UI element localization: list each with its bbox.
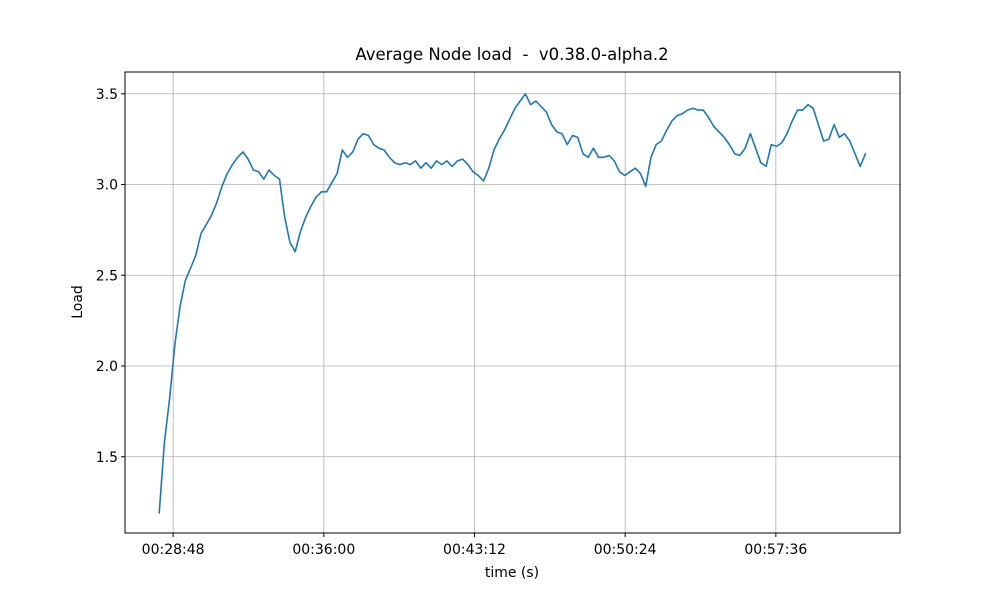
load-line-series bbox=[158, 93, 867, 514]
x-tick-label: 00:50:24 bbox=[594, 542, 657, 558]
y-axis-label: Load bbox=[70, 285, 86, 319]
y-tick-label: 3.5 bbox=[96, 87, 118, 103]
grid-lines bbox=[125, 72, 900, 533]
chart-title: Average Node load - v0.38.0-alpha.2 bbox=[355, 45, 668, 64]
y-tick-label: 2.0 bbox=[96, 359, 118, 375]
x-tick-label: 00:28:48 bbox=[142, 542, 205, 558]
x-tick-label: 00:43:12 bbox=[443, 542, 506, 558]
x-tick-label: 00:57:36 bbox=[744, 542, 807, 558]
x-tick-label: 00:36:00 bbox=[292, 542, 355, 558]
y-tick-label: 1.5 bbox=[96, 450, 118, 466]
x-axis-label: time (s) bbox=[485, 565, 539, 581]
tick-marks-and-labels: 00:28:48 00:36:00 00:43:12 00:50:24 00:57:36… bbox=[96, 87, 808, 558]
load-line bbox=[158, 93, 867, 514]
axes-spines bbox=[124, 71, 901, 534]
y-tick-label: 2.5 bbox=[96, 268, 118, 284]
y-tick-label: 3.0 bbox=[96, 178, 118, 194]
plot-border bbox=[124, 71, 901, 534]
